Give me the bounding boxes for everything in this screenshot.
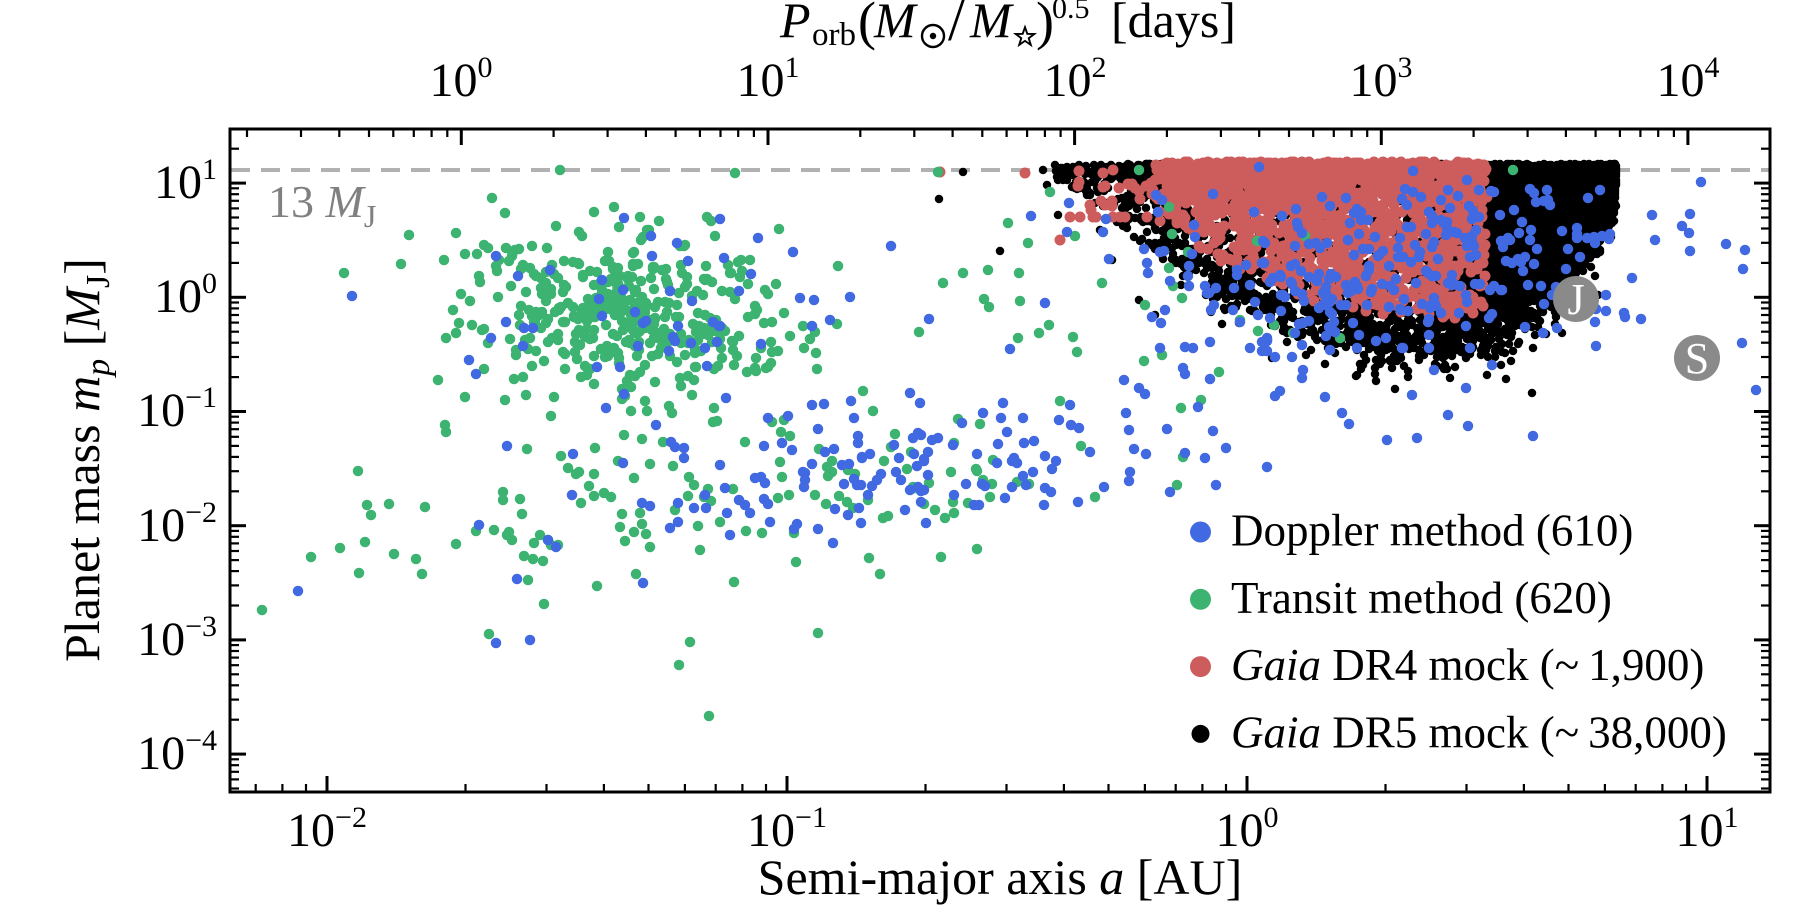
svg-text:Planet mass mp [MJ]: Planet mass mp [MJ] — [54, 258, 117, 662]
svg-text:Gaia DR4 mock (~ 1,900): Gaia DR4 mock (~ 1,900) — [1231, 640, 1704, 690]
svg-text:): ) — [1036, 0, 1054, 51]
svg-text:(: ( — [858, 0, 876, 51]
svg-text:J: J — [1567, 275, 1584, 324]
svg-text:102: 102 — [1044, 51, 1107, 107]
svg-text:10−1: 10−1 — [137, 381, 217, 437]
svg-text:Semi-major axis a [AU]: Semi-major axis a [AU] — [758, 849, 1243, 905]
svg-text:103: 103 — [1350, 51, 1413, 107]
svg-text:13 MJ: 13 MJ — [268, 176, 376, 234]
svg-text:orb: orb — [812, 17, 856, 53]
svg-text:M: M — [969, 0, 1014, 48]
svg-text:Doppler method (610): Doppler method (610) — [1231, 506, 1633, 556]
svg-text:Transit method (620): Transit method (620) — [1231, 573, 1612, 623]
svg-text:[days]: [days] — [1111, 0, 1236, 48]
svg-text:S: S — [1685, 334, 1709, 383]
svg-text:0.5: 0.5 — [1052, 0, 1090, 25]
svg-text:/: / — [948, 0, 965, 53]
svg-text:P: P — [779, 0, 811, 48]
svg-text:M: M — [873, 0, 918, 48]
svg-text:Gaia DR5 mock (~ 38,000): Gaia DR5 mock (~ 38,000) — [1231, 707, 1727, 757]
